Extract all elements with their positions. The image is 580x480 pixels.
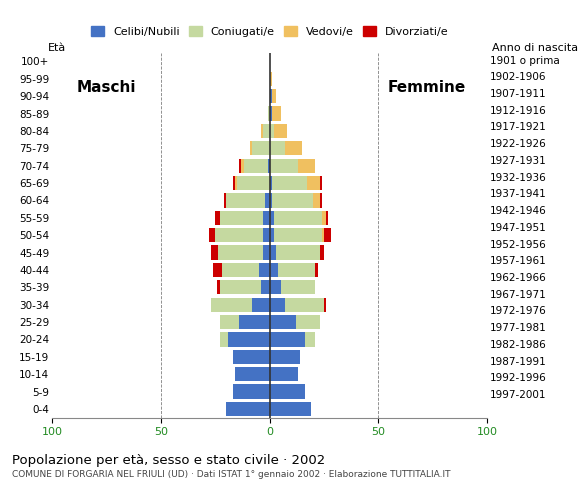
Bar [220,315,239,329]
Bar [211,245,218,260]
Bar [274,211,322,225]
Bar [270,211,274,225]
Bar [211,298,252,312]
Bar [252,298,270,312]
Bar [233,176,235,190]
Bar [252,141,270,156]
Bar [270,280,281,294]
Bar [222,263,259,277]
Bar [320,193,322,207]
Bar [220,280,261,294]
Text: Femmine: Femmine [387,80,465,95]
Bar [270,367,298,381]
Bar [272,193,313,207]
Bar [235,367,270,381]
Bar [218,280,220,294]
Text: Popolazione per età, sesso e stato civile · 2002: Popolazione per età, sesso e stato civil… [12,454,325,467]
Bar [263,124,270,138]
Text: COMUNE DI FORGARIA NEL FRIULI (UD) · Dati ISTAT 1° gennaio 2002 · Elaborazione T: COMUNE DI FORGARIA NEL FRIULI (UD) · Dat… [12,470,450,480]
Bar [298,158,316,173]
Bar [215,211,220,225]
Bar [296,315,320,329]
Bar [270,107,272,121]
Bar [324,298,326,312]
Bar [281,280,316,294]
Bar [274,124,287,138]
Bar [270,72,272,86]
Bar [265,193,270,207]
Bar [233,349,270,364]
Bar [220,211,263,225]
Bar [259,263,270,277]
Bar [237,176,270,190]
Bar [270,402,311,416]
Text: Anno di nascita: Anno di nascita [492,43,578,53]
Bar [322,228,324,242]
Text: Maschi: Maschi [77,80,136,95]
Bar [244,158,267,173]
Bar [326,211,328,225]
Bar [220,332,229,347]
Bar [270,298,285,312]
Bar [267,107,270,121]
Bar [270,349,300,364]
Bar [224,193,226,207]
Bar [272,176,307,190]
Legend: Celibi/Nubili, Coniugati/e, Vedovi/e, Divorziati/e: Celibi/Nubili, Coniugati/e, Vedovi/e, Di… [86,22,453,41]
Bar [270,193,272,207]
Bar [239,315,270,329]
Bar [209,228,215,242]
Bar [270,176,272,190]
Bar [233,384,270,399]
Bar [239,158,241,173]
Bar [322,211,326,225]
Bar [270,245,276,260]
Bar [270,332,304,347]
Bar [270,263,278,277]
Bar [250,141,252,156]
Bar [272,89,276,103]
Bar [263,245,270,260]
Bar [270,141,285,156]
Bar [261,280,270,294]
Bar [213,263,222,277]
Bar [235,176,237,190]
Bar [218,245,263,260]
Bar [285,298,324,312]
Bar [226,193,265,207]
Bar [270,158,298,173]
Bar [270,384,304,399]
Bar [261,124,263,138]
Bar [229,332,270,347]
Text: Età: Età [48,43,66,53]
Bar [285,141,302,156]
Bar [304,332,316,347]
Bar [320,245,324,260]
Bar [226,402,270,416]
Bar [316,263,318,277]
Bar [272,107,281,121]
Bar [263,211,270,225]
Bar [320,176,322,190]
Bar [276,245,320,260]
Bar [270,124,274,138]
Bar [215,228,263,242]
Bar [313,193,320,207]
Bar [270,228,274,242]
Bar [278,263,316,277]
Bar [241,158,244,173]
Bar [270,89,272,103]
Bar [324,228,331,242]
Bar [307,176,320,190]
Bar [263,228,270,242]
Bar [267,158,270,173]
Bar [274,228,322,242]
Bar [270,315,296,329]
